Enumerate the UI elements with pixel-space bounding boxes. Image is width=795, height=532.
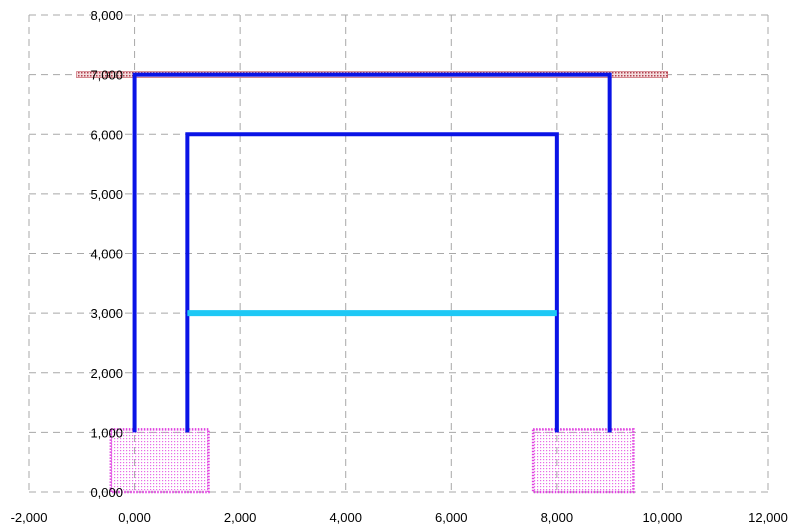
- footing: [531, 428, 635, 494]
- x-tick-label: 12,000: [748, 510, 788, 525]
- x-tick-label: 8,000: [541, 510, 574, 525]
- grid: [28, 14, 769, 493]
- tick-labels: -2,000 0,000 2,000 4,000 6,000 8,000 10,000 12,…: [11, 8, 788, 525]
- y-tick-label: 7,000: [90, 68, 123, 83]
- y-tick-label: 5,000: [90, 187, 123, 202]
- frame-member: [132, 72, 612, 433]
- x-tick-label: 0,000: [118, 510, 151, 525]
- y-tick-label: 2,000: [90, 366, 123, 381]
- y-tick-label: 8,000: [90, 8, 123, 23]
- x-tick-label: 4,000: [329, 510, 362, 525]
- members: [132, 72, 612, 433]
- footings: [109, 428, 635, 494]
- x-tick-label: 6,000: [435, 510, 468, 525]
- y-tick-label: 1,000: [90, 425, 123, 440]
- y-tick-label: 4,000: [90, 247, 123, 262]
- x-tick-label: 10,000: [643, 510, 683, 525]
- y-tick-label: 3,000: [90, 306, 123, 321]
- frame-member: [185, 132, 559, 433]
- y-tick-label: 6,000: [90, 127, 123, 142]
- footing: [109, 428, 210, 494]
- x-tick-label: -2,000: [11, 510, 48, 525]
- x-tick-label: 2,000: [224, 510, 257, 525]
- y-tick-label: 0,000: [90, 485, 123, 500]
